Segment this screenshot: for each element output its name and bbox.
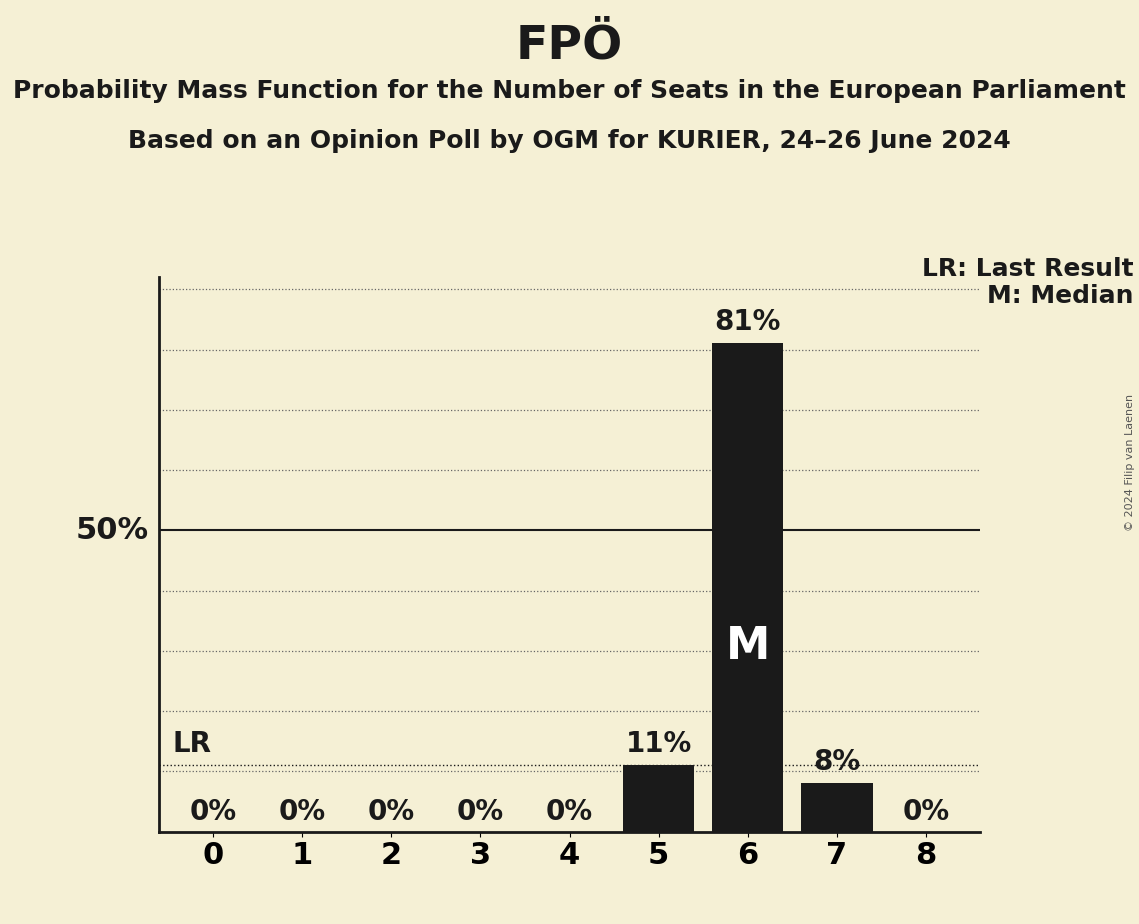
Text: 0%: 0% [189, 797, 237, 825]
Bar [801, 784, 872, 832]
Bar [623, 765, 695, 832]
Text: 11%: 11% [625, 730, 691, 758]
Text: 50%: 50% [75, 516, 149, 545]
Text: 0%: 0% [902, 797, 950, 825]
Text: © 2024 Filip van Laenen: © 2024 Filip van Laenen [1125, 394, 1134, 530]
Text: 0%: 0% [457, 797, 503, 825]
Text: LR: Last Result: LR: Last Result [921, 257, 1133, 281]
Text: Probability Mass Function for the Number of Seats in the European Parliament: Probability Mass Function for the Number… [13, 79, 1126, 103]
Bar [712, 344, 784, 832]
Text: 0%: 0% [279, 797, 326, 825]
Text: 81%: 81% [714, 309, 781, 336]
Text: 0%: 0% [546, 797, 593, 825]
Text: M: M [726, 625, 770, 668]
Text: 0%: 0% [368, 797, 415, 825]
Text: FPÖ: FPÖ [516, 23, 623, 68]
Text: LR: LR [173, 730, 212, 758]
Text: M: Median: M: Median [986, 284, 1133, 308]
Text: 8%: 8% [813, 748, 860, 776]
Text: Based on an Opinion Poll by OGM for KURIER, 24–26 June 2024: Based on an Opinion Poll by OGM for KURI… [128, 129, 1011, 153]
